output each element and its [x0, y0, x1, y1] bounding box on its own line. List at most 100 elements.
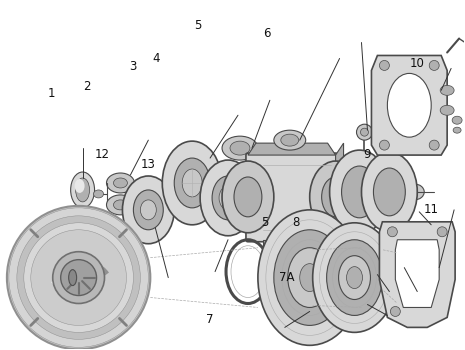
Ellipse shape [231, 246, 265, 298]
Ellipse shape [373, 168, 405, 216]
Circle shape [24, 223, 133, 332]
Ellipse shape [162, 141, 222, 225]
Ellipse shape [69, 270, 77, 286]
Circle shape [340, 276, 354, 290]
Text: 9: 9 [363, 148, 371, 161]
Ellipse shape [281, 134, 299, 146]
Circle shape [360, 128, 368, 136]
Ellipse shape [222, 136, 258, 160]
Circle shape [395, 261, 401, 267]
Circle shape [395, 288, 401, 294]
Ellipse shape [219, 186, 237, 210]
Ellipse shape [326, 240, 382, 315]
Text: 7A: 7A [279, 271, 295, 284]
Ellipse shape [274, 130, 306, 150]
Text: 2: 2 [83, 79, 90, 93]
Ellipse shape [404, 184, 424, 200]
Ellipse shape [440, 105, 454, 115]
Circle shape [379, 140, 389, 150]
Circle shape [9, 208, 148, 347]
Ellipse shape [200, 160, 256, 236]
Ellipse shape [342, 166, 378, 218]
Ellipse shape [182, 169, 202, 197]
Ellipse shape [113, 200, 127, 210]
Text: 1: 1 [47, 86, 55, 100]
Polygon shape [395, 240, 439, 307]
Ellipse shape [440, 85, 454, 95]
Circle shape [347, 266, 356, 274]
Circle shape [395, 301, 401, 307]
Ellipse shape [140, 200, 156, 220]
Circle shape [349, 249, 363, 262]
Circle shape [437, 227, 447, 237]
Circle shape [352, 252, 359, 260]
Text: 5: 5 [194, 19, 201, 32]
Ellipse shape [274, 230, 345, 326]
Ellipse shape [412, 268, 426, 278]
Ellipse shape [373, 249, 405, 267]
Text: 3: 3 [129, 61, 137, 74]
Text: 5: 5 [261, 216, 269, 229]
Polygon shape [336, 143, 344, 240]
Ellipse shape [71, 172, 94, 208]
Ellipse shape [234, 177, 262, 217]
Ellipse shape [310, 161, 361, 233]
Circle shape [395, 248, 401, 254]
Bar [263, 240, 303, 255]
Ellipse shape [300, 264, 319, 292]
Ellipse shape [322, 177, 350, 217]
Ellipse shape [230, 141, 250, 155]
Polygon shape [372, 56, 447, 155]
Ellipse shape [106, 173, 134, 193]
Ellipse shape [339, 256, 371, 300]
Ellipse shape [358, 264, 385, 282]
Ellipse shape [212, 176, 244, 220]
Ellipse shape [453, 127, 461, 133]
Ellipse shape [312, 223, 396, 332]
Circle shape [7, 206, 150, 349]
Text: 12: 12 [94, 148, 109, 161]
Circle shape [345, 262, 359, 276]
Ellipse shape [76, 178, 90, 202]
Circle shape [379, 61, 389, 70]
Circle shape [429, 61, 439, 70]
Ellipse shape [174, 158, 210, 208]
Ellipse shape [330, 150, 389, 234]
Polygon shape [379, 222, 455, 327]
Circle shape [395, 275, 401, 281]
Text: 6: 6 [264, 27, 271, 40]
Ellipse shape [364, 268, 379, 278]
Polygon shape [248, 143, 336, 155]
Ellipse shape [106, 195, 134, 215]
Ellipse shape [93, 190, 104, 198]
Ellipse shape [113, 178, 127, 188]
Ellipse shape [222, 161, 274, 233]
Ellipse shape [346, 267, 363, 288]
Text: 13: 13 [141, 158, 156, 171]
Ellipse shape [74, 179, 85, 193]
Ellipse shape [133, 190, 163, 230]
Ellipse shape [288, 248, 332, 307]
Circle shape [429, 140, 439, 150]
Text: 11: 11 [424, 203, 439, 216]
Ellipse shape [258, 210, 361, 345]
Text: 7: 7 [206, 313, 213, 326]
Text: 4: 4 [153, 52, 160, 65]
Circle shape [31, 230, 126, 326]
Ellipse shape [387, 74, 431, 137]
Circle shape [391, 307, 400, 316]
Circle shape [352, 235, 366, 249]
FancyBboxPatch shape [246, 153, 338, 242]
Circle shape [357, 124, 372, 140]
Circle shape [53, 252, 105, 303]
Ellipse shape [361, 152, 417, 232]
Circle shape [61, 260, 97, 295]
Ellipse shape [452, 116, 462, 124]
Text: 8: 8 [293, 216, 300, 229]
Text: 10: 10 [409, 57, 424, 70]
Circle shape [17, 216, 140, 340]
Circle shape [356, 238, 364, 246]
Ellipse shape [122, 176, 174, 244]
Circle shape [344, 280, 352, 288]
Circle shape [387, 227, 398, 237]
